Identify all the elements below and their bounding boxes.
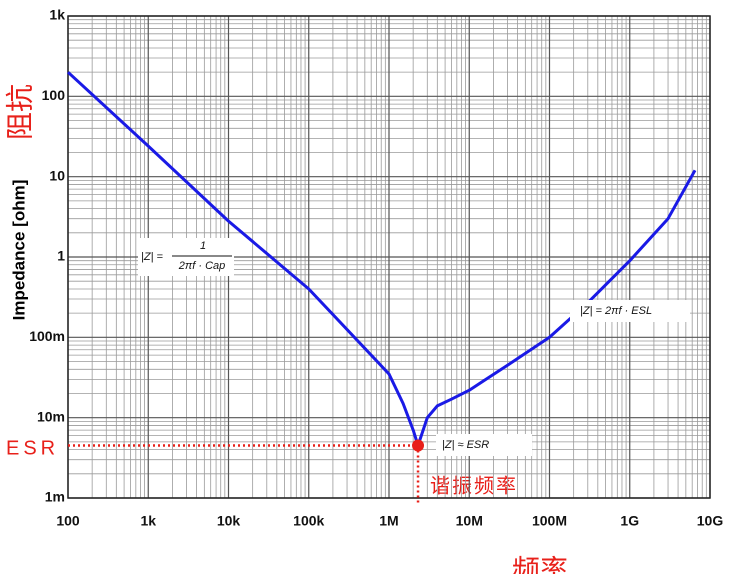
formula-box	[570, 300, 690, 322]
y-axis-label-cn: 阻抗	[4, 84, 35, 140]
plot-frame	[67, 15, 711, 499]
x-tick-label: 1M	[379, 513, 398, 529]
y-tick-label: 100m	[29, 328, 65, 344]
x-tick-label: 1G	[620, 513, 639, 529]
formula-box	[138, 238, 234, 276]
x-tick-label: 100k	[293, 513, 324, 529]
y-tick-label: 1k	[49, 7, 65, 23]
x-tick-label: 10M	[456, 513, 483, 529]
formula-esl: |Z| = 2πf · ESL	[580, 305, 652, 317]
y-axis-label: Impedance [ohm]	[9, 180, 28, 321]
esr-label: ESR	[6, 437, 59, 459]
esr-point	[412, 439, 425, 452]
formula-box	[436, 434, 532, 456]
impedance-line	[66, 71, 697, 447]
y-tick-label: 10	[49, 167, 65, 183]
x-tick-label: 100	[56, 513, 80, 529]
y-tick-label: 1	[57, 248, 65, 264]
x-tick-label: 1k	[140, 513, 156, 529]
y-tick-label: 1m	[45, 489, 65, 505]
y-tick-label: 100	[42, 87, 66, 103]
formula-num: 1	[200, 240, 206, 252]
resonance-label: 谐振频率	[430, 474, 518, 497]
x-axis-label-cn: 频率	[512, 554, 568, 574]
x-tick-label: 100M	[532, 513, 567, 529]
formula-lhs: |Z| =	[141, 251, 163, 263]
formula-den: 2πf · Cap	[178, 260, 226, 272]
formula-esr: |Z| ≈ ESR	[442, 439, 489, 451]
x-tick-label: 10G	[697, 513, 724, 529]
x-tick-label: 10k	[217, 513, 241, 529]
y-tick-label: 10m	[37, 408, 65, 424]
